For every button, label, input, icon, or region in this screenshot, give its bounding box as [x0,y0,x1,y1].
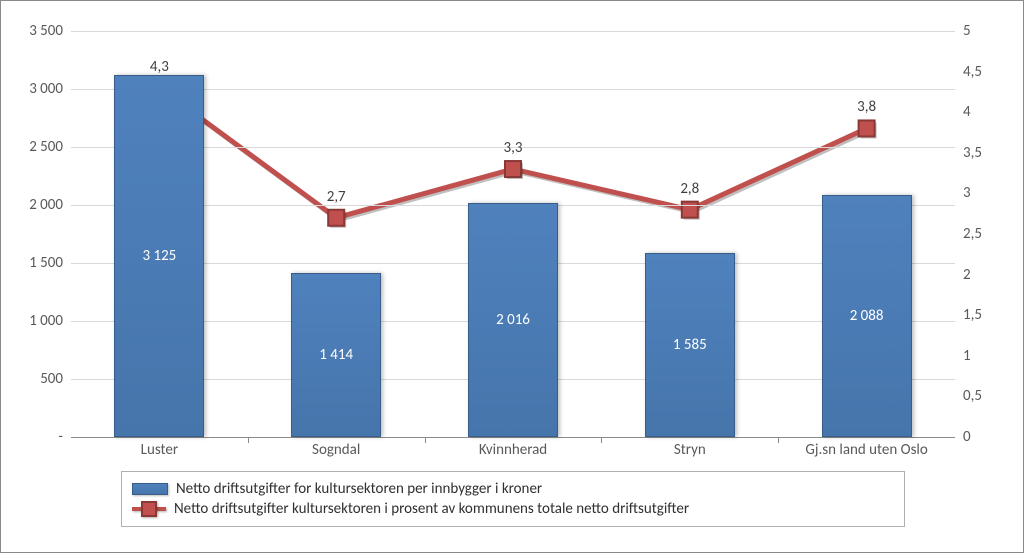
y2-tick-label: 1 [963,347,1013,365]
bar-value-label: 2 016 [469,311,557,329]
line-marker [859,120,875,136]
bar: 1 414 [291,273,381,437]
legend-swatch-line [132,500,166,518]
line-value-label: 2,8 [680,180,699,198]
y2-tick-label: 5 [963,22,1013,40]
y1-tick-label: 1 000 [3,312,63,330]
bar: 3 125 [114,75,204,438]
legend-item-bars: Netto driftsutgifter for kultursektoren … [132,480,894,498]
bar: 2 016 [468,203,558,437]
line-marker [505,161,521,177]
x-tick-mark [248,437,249,443]
legend-label-bars: Netto driftsutgifter for kultursektoren … [176,480,542,498]
x-tick-label: Gj.sn land uten Oslo [805,441,927,459]
line-value-label: 4,3 [150,58,169,76]
y1-tick-label: 1 500 [3,254,63,272]
plot-area: -5001 0001 5002 0002 5003 0003 50000,511… [71,31,955,437]
x-tick-label: Luster [141,441,178,459]
y2-tick-label: 4 [963,103,1013,121]
line-marker [328,210,344,226]
y1-tick-label: - [3,428,63,446]
x-tick-mark [425,437,426,443]
bar-value-label: 2 088 [823,307,911,325]
bar-value-label: 1 585 [646,336,734,354]
x-tick-mark [601,437,602,443]
bar: 1 585 [645,253,735,437]
chart-container: - 500 1 000 1 500 2 000 2 500 3 000 3 500 0 0,5 1 1… [0,0,1024,553]
line-value-label: 3,8 [857,98,876,116]
y2-tick-label: 1,5 [963,306,1013,324]
y2-tick-label: 2 [963,266,1013,284]
y2-tick-label: 3 [963,184,1013,202]
x-tick-label: Stryn [674,441,706,459]
bar-value-label: 1 414 [292,346,380,364]
legend: Netto driftsutgifter for kultursektoren … [121,471,905,527]
legend-swatch-bar [132,483,168,495]
x-tick-label: Sogndal [312,441,360,459]
y1-tick-label: 3 000 [3,80,63,98]
y2-tick-label: 2,5 [963,225,1013,243]
y2-tick-label: 0,5 [963,387,1013,405]
y2-tick-label: 4,5 [963,63,1013,81]
line-value-label: 3,3 [504,139,523,157]
x-axis-line [71,437,955,438]
gridline [71,31,955,32]
y2-tick-label: 3,5 [963,144,1013,162]
y1-tick-label: 3 500 [3,22,63,40]
x-tick-label: Kvinnherad [479,441,547,459]
line-value-label: 2,7 [327,188,346,206]
bar-value-label: 3 125 [115,247,203,265]
y1-tick-label: 2 500 [3,138,63,156]
y2-tick-label: 0 [963,428,1013,446]
bar: 2 088 [822,195,912,437]
y1-tick-label: 2 000 [3,196,63,214]
y1-tick-label: 500 [3,370,63,388]
legend-label-line: Netto driftsutgifter kultursektoren i pr… [174,500,689,518]
legend-item-line: Netto driftsutgifter kultursektoren i pr… [132,500,894,518]
x-tick-mark [778,437,779,443]
